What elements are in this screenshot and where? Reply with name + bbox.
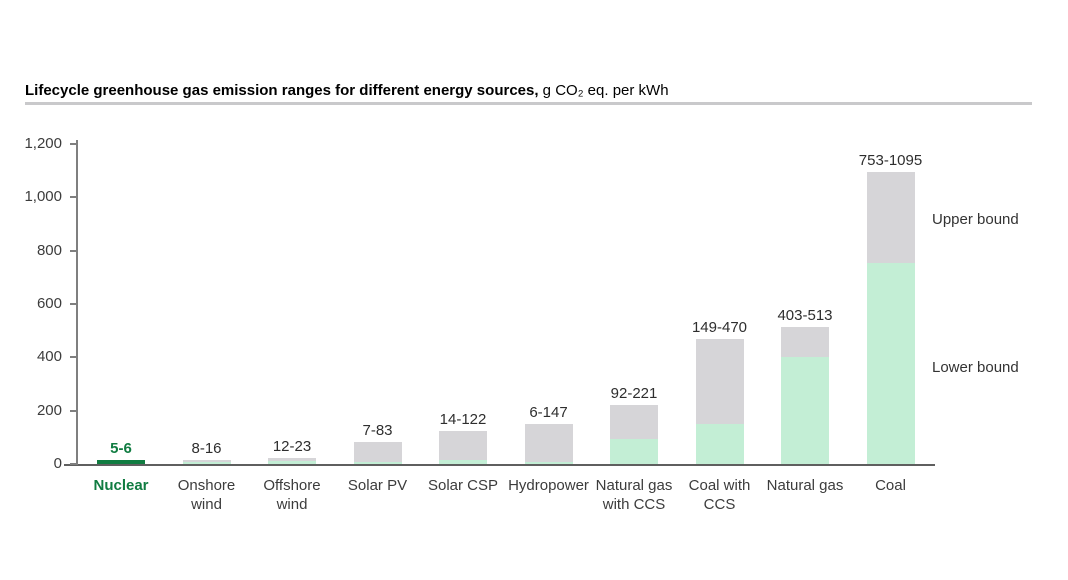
page-title-bold: Lifecycle greenhouse gas emission ranges… [25, 82, 539, 99]
bar-lower-segment [182, 461, 231, 464]
bar-upper-segment [781, 327, 829, 357]
bar-upper-segment [439, 431, 487, 461]
bar-upper-segment [268, 457, 316, 461]
bar-lower-segment [610, 439, 658, 464]
y-tick [70, 303, 78, 305]
bar-upper-segment [182, 459, 231, 462]
bar-value-label: 403-513 [777, 307, 833, 325]
bar-value-label: 8-16 [191, 439, 222, 457]
bar-lower-segment [353, 461, 402, 464]
y-tick [70, 196, 78, 199]
y-tick [70, 463, 78, 465]
category-label: Onshore wind [177, 477, 236, 513]
y-tick-label: 0 [53, 455, 62, 472]
bar [182, 459, 231, 464]
legend-lower-bound: Lower bound [932, 359, 1019, 376]
category-label: Coal [875, 477, 906, 494]
bar-value-label: 14-122 [439, 411, 487, 429]
bar-value-label: 6-147 [529, 404, 568, 422]
x-axis-line [64, 464, 935, 466]
category-label: Natural gas [766, 477, 844, 494]
bar [866, 172, 915, 464]
category-label: Coal with CCS [688, 477, 751, 513]
y-tick [70, 356, 78, 359]
page-title-unit: g CO₂ eq. per kWh [538, 82, 669, 99]
y-tick [70, 143, 78, 145]
y-tick-label: 200 [36, 401, 62, 419]
bar-value-label: 149-470 [691, 318, 748, 336]
y-tick-label: 1,000 [24, 188, 62, 206]
bar-upper-segment [524, 424, 573, 462]
bar-upper-segment [610, 405, 658, 440]
bar-value-label: 92-221 [610, 385, 658, 403]
bar-highlight-segment [97, 460, 145, 464]
y-tick-label: 400 [36, 348, 62, 366]
bar [610, 405, 658, 464]
y-tick-label: 800 [36, 241, 62, 259]
category-label: Hydropower [508, 477, 589, 494]
title-divider [25, 102, 1032, 105]
category-label: Natural gas with CCS [595, 477, 673, 513]
bar-lower-segment [524, 461, 573, 464]
bar [97, 460, 145, 464]
bar-upper-segment [866, 172, 915, 264]
bar-lower-segment [439, 460, 487, 464]
bar-upper-segment [695, 338, 744, 425]
y-tick [70, 409, 78, 412]
bar [439, 431, 487, 464]
bar [268, 457, 316, 464]
legend-upper-bound: Upper bound [932, 211, 1019, 228]
bar-value-label: 12-23 [272, 437, 312, 455]
bar-lower-segment [781, 356, 829, 464]
bar-value-label: 5-6 [110, 440, 132, 457]
category-label: Offshore wind [263, 477, 321, 513]
y-tick-label: 600 [36, 295, 62, 312]
category-label: Solar PV [347, 477, 408, 494]
y-tick-label: 1,200 [24, 135, 62, 152]
bar [353, 441, 402, 464]
bar-value-label: 753-1095 [858, 152, 923, 169]
bar-upper-segment [353, 441, 402, 462]
bar-lower-segment [695, 424, 744, 464]
y-tick [70, 249, 78, 252]
bar-value-label: 7-83 [362, 421, 393, 439]
category-label: Solar CSP [427, 477, 499, 494]
bar [695, 338, 744, 464]
page-title: Lifecycle greenhouse gas emission ranges… [25, 82, 669, 99]
category-label: Nuclear [93, 477, 149, 494]
bar [524, 424, 573, 464]
bar-lower-segment [866, 263, 915, 464]
bar-lower-segment [268, 460, 316, 464]
bar [781, 327, 829, 464]
